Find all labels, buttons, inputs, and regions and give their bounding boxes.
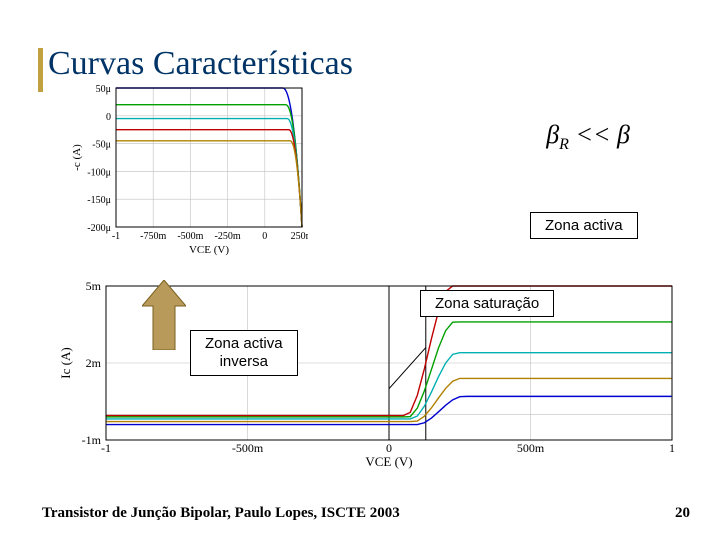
svg-text:0: 0 xyxy=(386,441,392,455)
svg-text:1: 1 xyxy=(669,441,675,455)
svg-text:50μ: 50μ xyxy=(96,84,111,95)
svg-text:-100μ: -100μ xyxy=(87,167,111,178)
top-chart: -1 -750m -500m -250m 0 250m -200μ -150μ -100μ -50… xyxy=(68,82,308,257)
slide-title: Curvas Características xyxy=(48,45,353,83)
svg-text:2m: 2m xyxy=(86,356,102,370)
svg-text:-500m: -500m xyxy=(177,231,203,242)
label-zona-activa: Zona activa xyxy=(530,212,638,239)
svg-text:VCE (V): VCE (V) xyxy=(189,244,229,256)
svg-text:Ic (A): Ic (A) xyxy=(58,347,73,378)
svg-text:-1: -1 xyxy=(101,441,111,455)
svg-text:0: 0 xyxy=(262,231,267,242)
label-zona-inversa: Zona activainversa xyxy=(190,330,298,376)
svg-text:500m: 500m xyxy=(517,441,545,455)
svg-text:-250m: -250m xyxy=(215,231,241,242)
svg-text:VCE (V): VCE (V) xyxy=(365,454,412,469)
svg-text:5m: 5m xyxy=(86,280,102,293)
svg-text:-50μ: -50μ xyxy=(92,140,111,151)
svg-text:250m: 250m xyxy=(291,231,308,242)
label-zona-saturacao: Zona saturação xyxy=(420,290,554,317)
up-arrow-icon xyxy=(142,280,186,350)
svg-text:-c (A): -c (A) xyxy=(71,144,83,171)
svg-text:-750m: -750m xyxy=(140,231,166,242)
footer-text: Transistor de Junção Bipolar, Paulo Lope… xyxy=(42,505,400,522)
title-accent xyxy=(38,48,43,92)
page-number: 20 xyxy=(675,505,690,522)
svg-text:-150μ: -150μ xyxy=(87,195,111,206)
svg-text:-1: -1 xyxy=(112,231,120,242)
formula-beta: βR << β xyxy=(546,120,630,154)
svg-text:-200μ: -200μ xyxy=(87,223,111,234)
svg-text:-500m: -500m xyxy=(232,441,264,455)
slide: Curvas Características βR << β -1 -750m -5… xyxy=(0,0,720,540)
svg-text:0: 0 xyxy=(106,112,111,123)
svg-text:-1m: -1m xyxy=(82,433,102,447)
